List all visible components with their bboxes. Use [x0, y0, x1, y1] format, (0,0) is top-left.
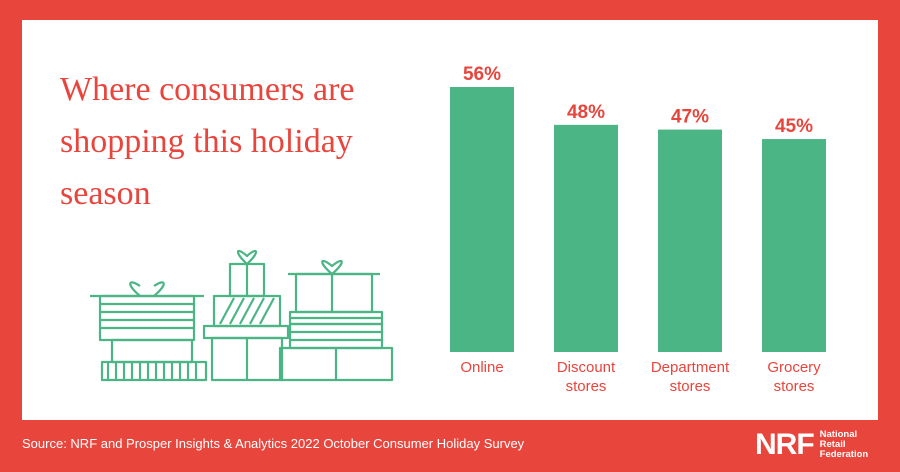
category-label-3-0: Grocery: [767, 359, 821, 376]
bar-3: [762, 139, 826, 352]
chart-title: Where consumers are shopping this holida…: [60, 71, 355, 212]
bar-2: [658, 129, 722, 352]
source-note: Source: NRF and Prosper Insights & Analy…: [22, 436, 525, 451]
value-label-2: 47%: [671, 107, 709, 128]
logo-mark: NRF: [755, 428, 815, 461]
logo-text: National Retail Federation: [820, 430, 869, 460]
nrf-logo: NRF National Retail Federation: [755, 430, 868, 460]
category-label-1-0: Discount: [557, 359, 616, 376]
category-label-3-1: stores: [774, 378, 815, 395]
bar-0: [450, 87, 514, 352]
category-label-2-0: Department: [651, 359, 730, 376]
content-panel: Where consumers are shopping this holida…: [22, 20, 878, 420]
value-label-1: 48%: [567, 102, 605, 123]
gift-boxes-icon: [90, 249, 394, 382]
value-label-0: 56%: [463, 64, 501, 85]
category-label-0-0: Online: [460, 359, 503, 376]
value-label-3: 45%: [775, 116, 813, 137]
category-label-1-1: stores: [566, 378, 607, 395]
logo-line-3: Federation: [819, 449, 869, 460]
category-label-2-1: stores: [670, 378, 711, 395]
logo-line-1: National: [819, 429, 858, 440]
bar-1: [554, 124, 618, 352]
logo-line-2: Retail: [819, 439, 846, 450]
